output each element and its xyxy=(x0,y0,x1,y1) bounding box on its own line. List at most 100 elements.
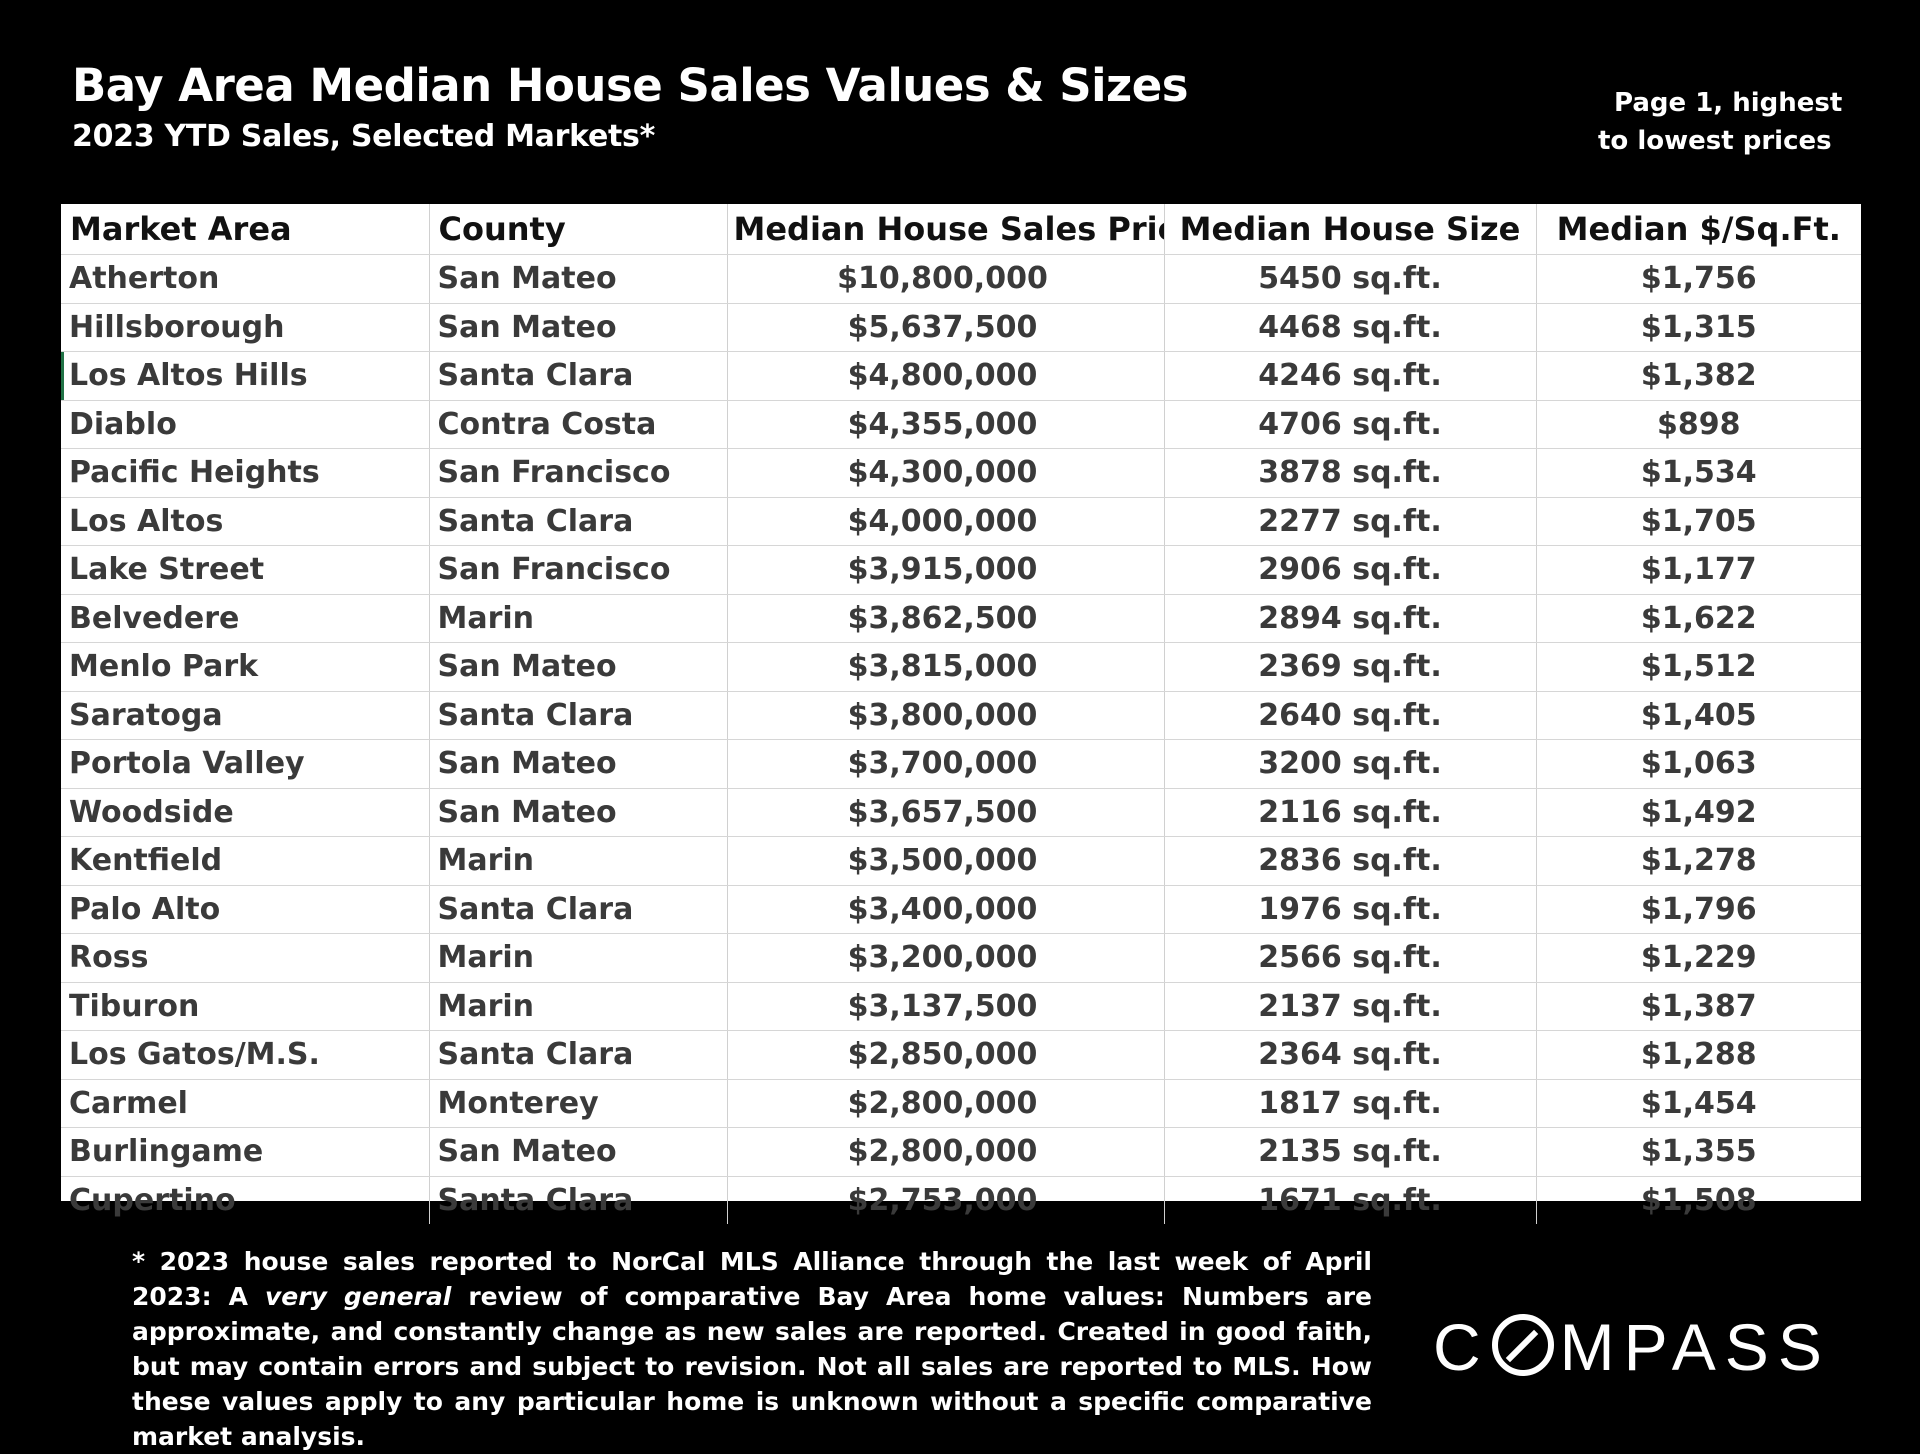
cell-price-per-sqft: $1,796 xyxy=(1536,885,1861,934)
cell-median-price: $4,800,000 xyxy=(727,351,1165,401)
cell-median-size: 2836 sq.ft. xyxy=(1164,836,1537,886)
cell-county: San Mateo xyxy=(429,254,728,304)
cell-price-per-sqft: $1,492 xyxy=(1536,788,1861,837)
table-row: Carmel Monterey $2,800,000 1817 sq.ft. $1,45… xyxy=(61,1079,1861,1128)
cell-median-price: $2,850,000 xyxy=(727,1030,1165,1080)
cell-price-per-sqft: $1,387 xyxy=(1536,982,1861,1031)
cell-county: Marin xyxy=(429,982,728,1031)
cell-market-area: Burlingame xyxy=(61,1127,430,1177)
cell-median-size: 2906 sq.ft. xyxy=(1164,545,1537,595)
page-note-line-2: to lowest prices xyxy=(1598,126,1832,156)
cell-county: San Mateo xyxy=(429,1127,728,1177)
cell-county: San Mateo xyxy=(429,788,728,837)
cell-price-per-sqft: $1,355 xyxy=(1536,1127,1861,1177)
table-row: Belvedere Marin $3,862,500 2894 sq.ft. $1,62… xyxy=(61,594,1861,643)
table-row: Portola Valley San Mateo $3,700,000 3200 sq… xyxy=(61,739,1861,789)
data-table: Market Area County Median House Sales Pr… xyxy=(61,204,1861,1224)
cell-median-size: 2137 sq.ft. xyxy=(1164,982,1537,1031)
table-row: Cupertino Santa Clara $2,753,000 1671 sq.ft… xyxy=(61,1176,1861,1224)
cell-median-size: 3200 sq.ft. xyxy=(1164,739,1537,789)
cell-median-size: 2566 sq.ft. xyxy=(1164,933,1537,983)
cell-price-per-sqft: $1,063 xyxy=(1536,739,1861,789)
cell-market-area: Pacific Heights xyxy=(61,448,430,498)
cell-market-area: Los Altos xyxy=(61,497,430,546)
cell-price-per-sqft: $898 xyxy=(1536,400,1861,449)
column-header-county: County xyxy=(429,204,728,255)
cell-median-price: $2,753,000 xyxy=(727,1176,1165,1224)
cell-median-size: 2135 sq.ft. xyxy=(1164,1127,1537,1177)
table-row: Atherton San Mateo $10,800,000 5450 sq.ft. $… xyxy=(61,254,1861,304)
cell-county: San Mateo xyxy=(429,739,728,789)
table-row: Diablo Contra Costa $4,355,000 4706 sq.ft. $… xyxy=(61,400,1861,449)
cell-median-size: 4706 sq.ft. xyxy=(1164,400,1537,449)
cell-median-price: $4,300,000 xyxy=(727,448,1165,498)
cell-market-area: Palo Alto xyxy=(61,885,430,934)
cell-market-area: Ross xyxy=(61,933,430,983)
cell-median-size: 2640 sq.ft. xyxy=(1164,691,1537,740)
page-note-line-1: Page 1, highest xyxy=(1614,88,1843,118)
cell-county: San Mateo xyxy=(429,303,728,352)
cell-price-per-sqft: $1,512 xyxy=(1536,642,1861,692)
footnote: * 2023 house sales reported to NorCal ML… xyxy=(132,1244,1372,1454)
cell-county: Marin xyxy=(429,836,728,886)
cell-county: San Mateo xyxy=(429,642,728,692)
cell-county: Marin xyxy=(429,933,728,983)
cell-median-size: 2277 sq.ft. xyxy=(1164,497,1537,546)
logo-letters: MPASS xyxy=(1559,1310,1831,1384)
compass-logo: C MPASS xyxy=(1433,1310,1831,1384)
cell-median-size: 1817 sq.ft. xyxy=(1164,1079,1537,1128)
cell-median-price: $3,200,000 xyxy=(727,933,1165,983)
page-subtitle: 2023 YTD Sales, Selected Markets* xyxy=(72,119,655,154)
column-header-median-size: Median House Size xyxy=(1164,204,1537,255)
table-header-row: Market Area County Median House Sales Pr… xyxy=(61,204,1861,255)
cell-median-price: $3,657,500 xyxy=(727,788,1165,837)
cell-price-per-sqft: $1,454 xyxy=(1536,1079,1861,1128)
cell-median-price: $3,862,500 xyxy=(727,594,1165,643)
table-row: Los Gatos/M.S. Santa Clara $2,850,000 2364 … xyxy=(61,1030,1861,1080)
cell-market-area: Menlo Park xyxy=(61,642,430,692)
page-title: Bay Area Median House Sales Values & Siz… xyxy=(72,59,1189,112)
cell-county: San Francisco xyxy=(429,448,728,498)
cell-market-area: Los Altos Hills xyxy=(61,351,430,401)
cell-price-per-sqft: $1,534 xyxy=(1536,448,1861,498)
cell-county: Monterey xyxy=(429,1079,728,1128)
table-row: Ross Marin $3,200,000 2566 sq.ft. $1,229 xyxy=(61,933,1861,983)
cell-median-size: 3878 sq.ft. xyxy=(1164,448,1537,498)
cell-market-area: Lake Street xyxy=(61,545,430,595)
cell-median-size: 2364 sq.ft. xyxy=(1164,1030,1537,1080)
cell-price-per-sqft: $1,405 xyxy=(1536,691,1861,740)
cell-market-area: Los Gatos/M.S. xyxy=(61,1030,430,1080)
cell-price-per-sqft: $1,382 xyxy=(1536,351,1861,401)
logo-letter-c: C xyxy=(1433,1310,1490,1384)
cell-median-price: $3,137,500 xyxy=(727,982,1165,1031)
table-row: Saratoga Santa Clara $3,800,000 2640 sq.ft.… xyxy=(61,691,1861,740)
cell-median-size: 4468 sq.ft. xyxy=(1164,303,1537,352)
cell-market-area: Woodside xyxy=(61,788,430,837)
table-row: Menlo Park San Mateo $3,815,000 2369 sq.ft.… xyxy=(61,642,1861,692)
footnote-emphasis: very general xyxy=(265,1282,452,1311)
table-row: Hillsborough San Mateo $5,637,500 4468 sq.f… xyxy=(61,303,1861,352)
cell-price-per-sqft: $1,315 xyxy=(1536,303,1861,352)
cell-median-price: $3,400,000 xyxy=(727,885,1165,934)
cell-market-area: Diablo xyxy=(61,400,430,449)
cell-median-price: $3,500,000 xyxy=(727,836,1165,886)
cell-median-price: $3,815,000 xyxy=(727,642,1165,692)
cell-county: Santa Clara xyxy=(429,1030,728,1080)
table-row: Woodside San Mateo $3,657,500 2116 sq.ft. $1… xyxy=(61,788,1861,837)
cell-median-size: 5450 sq.ft. xyxy=(1164,254,1537,304)
table-row: Lake Street San Francisco $3,915,000 2906 s… xyxy=(61,545,1861,595)
cell-county: Santa Clara xyxy=(429,497,728,546)
cell-median-size: 2894 sq.ft. xyxy=(1164,594,1537,643)
cell-price-per-sqft: $1,622 xyxy=(1536,594,1861,643)
cell-price-per-sqft: $1,229 xyxy=(1536,933,1861,983)
cell-median-price: $5,637,500 xyxy=(727,303,1165,352)
column-header-market-area: Market Area xyxy=(61,204,430,255)
cell-market-area: Saratoga xyxy=(61,691,430,740)
cell-median-size: 1976 sq.ft. xyxy=(1164,885,1537,934)
cell-median-price: $10,800,000 xyxy=(727,254,1165,304)
cell-market-area: Tiburon xyxy=(61,982,430,1031)
cell-median-price: $3,800,000 xyxy=(727,691,1165,740)
footnote-text-1: * 2023 house sales reported to NorCal ML… xyxy=(132,1247,1372,1311)
cell-county: Contra Costa xyxy=(429,400,728,449)
footnote-text-2: review of comparative Bay Area home valu… xyxy=(132,1282,1372,1451)
